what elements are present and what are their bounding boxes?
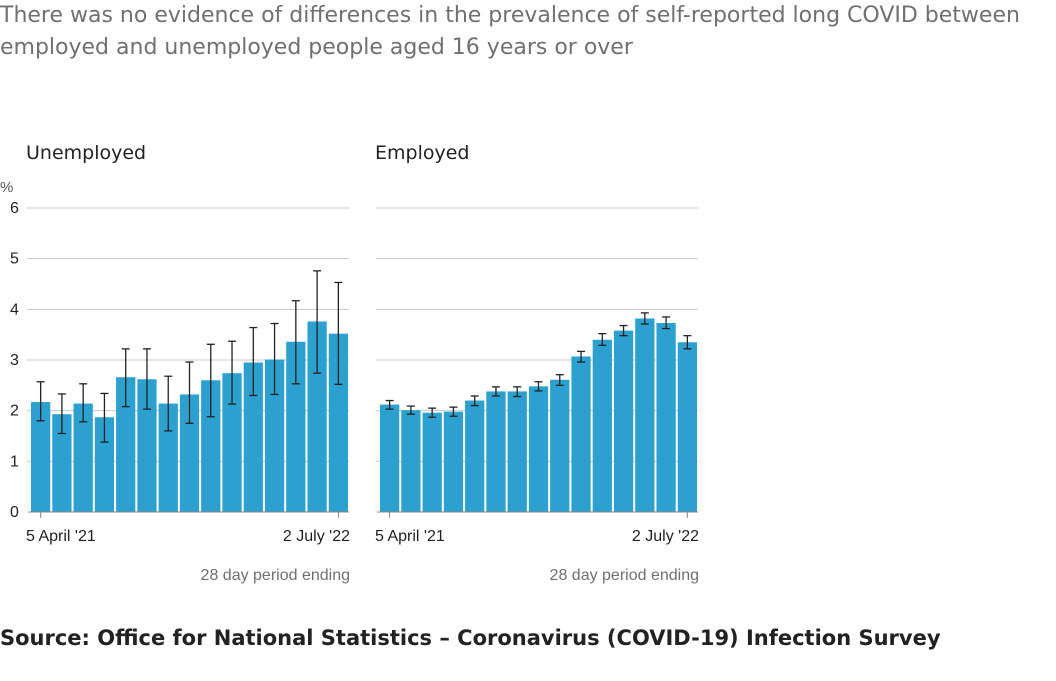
bar	[613, 330, 634, 512]
bar	[465, 400, 485, 512]
bar	[179, 394, 200, 512]
panel-unemployed: Unemployed 0 1 2 3 4 5 6% 5 April '21 2 July '22 2…	[0, 142, 350, 584]
bar	[486, 391, 506, 512]
bar	[677, 342, 697, 512]
bar	[550, 379, 570, 512]
y-tick-label: 5	[10, 251, 19, 268]
bar	[158, 403, 178, 512]
bar	[380, 404, 400, 512]
bar	[222, 373, 242, 512]
y-tick-label: 4	[10, 301, 19, 318]
bar	[656, 323, 676, 512]
x-tick-label-last: 2 July '22	[283, 528, 350, 545]
y-tick-label: 1	[10, 453, 19, 470]
bar	[31, 402, 51, 512]
chart-subtitle: There was no evidence of differences in …	[0, 3, 1020, 60]
bar	[94, 417, 115, 512]
source-note: Source: Office for National Statistics –…	[0, 626, 941, 650]
bar	[307, 321, 327, 512]
bar	[528, 386, 549, 512]
x-axis-title: 28 day period ending	[550, 567, 699, 584]
bar	[286, 341, 306, 512]
bar	[592, 339, 612, 512]
bar	[443, 411, 464, 512]
bar	[635, 318, 655, 512]
y-axis-unit: %	[0, 179, 13, 196]
panel-employed: Employed 5 April '21 2 July '22 28 day peri…	[375, 142, 699, 584]
bar	[422, 412, 442, 512]
bar	[73, 403, 93, 512]
bar	[201, 380, 221, 512]
bar	[137, 379, 157, 512]
bar	[116, 377, 136, 512]
bar	[243, 362, 263, 512]
bar	[401, 410, 421, 512]
bar	[507, 391, 527, 512]
x-axis-title: 28 day period ending	[201, 567, 350, 584]
panel-title: Unemployed	[26, 142, 146, 164]
y-tick-label: 2	[10, 403, 19, 420]
x-tick-label-last: 2 July '22	[632, 528, 699, 545]
panel-title: Employed	[375, 142, 469, 164]
x-tick-label-first: 5 April '21	[26, 528, 96, 545]
bar	[328, 333, 348, 512]
bar	[264, 359, 285, 512]
x-tick-label-first: 5 April '21	[375, 528, 445, 545]
y-tick-label: 6	[10, 200, 19, 217]
bar	[52, 414, 72, 512]
y-tick-label: 3	[10, 352, 19, 369]
y-tick-label: 0	[10, 504, 19, 521]
bar	[571, 356, 591, 512]
